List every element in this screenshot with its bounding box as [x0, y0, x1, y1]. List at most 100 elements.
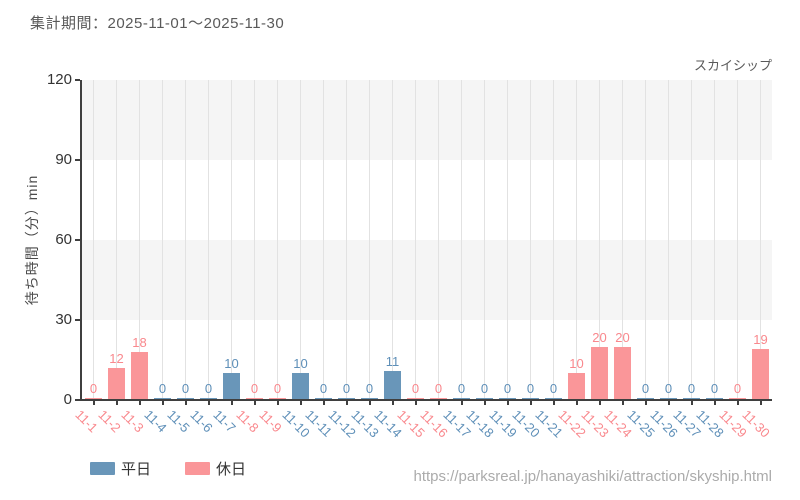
bar-value-label: 0: [89, 380, 98, 396]
x-tick-mark: [368, 401, 371, 405]
bar-value-label: 0: [733, 380, 742, 396]
legend-item-holiday[interactable]: 休日: [185, 458, 246, 479]
bar-11-20: [522, 397, 539, 400]
x-axis-ticks: [82, 401, 772, 406]
bar-value-label: 0: [365, 380, 374, 396]
bar-11-4: [154, 397, 171, 400]
vertical-gridline: [254, 80, 255, 400]
bar-11-13: [361, 397, 378, 400]
vertical-gridline: [668, 80, 669, 400]
vertical-gridline: [323, 80, 324, 400]
x-tick-mark: [414, 401, 417, 405]
bar-11-12: [338, 397, 355, 400]
vertical-gridline: [346, 80, 347, 400]
y-tick-label: 30: [55, 311, 72, 328]
vertical-gridline: [231, 80, 232, 400]
x-tick-mark: [161, 401, 164, 405]
vertical-gridline: [392, 80, 393, 400]
bar-11-29: [729, 397, 746, 400]
x-tick-mark: [115, 401, 118, 405]
x-tick-label: 11-8: [232, 407, 262, 436]
vertical-gridline: [93, 80, 94, 400]
bar-value-label: 10: [293, 356, 308, 372]
vertical-gridline: [714, 80, 715, 400]
x-axis-line: [80, 399, 772, 401]
bar-11-3: [131, 352, 148, 400]
x-tick-mark: [460, 401, 463, 405]
bar-value-label: 0: [273, 380, 282, 396]
x-tick-label: 11-9: [255, 407, 285, 436]
x-tick-mark: [207, 401, 210, 405]
x-tick-mark: [759, 401, 762, 405]
background-band: [82, 240, 772, 320]
x-tick-mark: [92, 401, 95, 405]
vertical-gridline: [553, 80, 554, 400]
x-tick-mark: [667, 401, 670, 405]
y-tick-mark: [75, 399, 80, 401]
bar-11-27: [683, 397, 700, 400]
vertical-gridline: [760, 80, 761, 400]
bar-11-14: [384, 370, 401, 400]
bar-11-5: [177, 397, 194, 400]
y-tick-mark: [75, 239, 80, 241]
x-tick-mark: [713, 401, 716, 405]
x-tick-label: 11-7: [209, 407, 239, 436]
bar-11-24: [614, 346, 631, 400]
plot-area: 0 12 18 0 0 0 10 0 0 10 0 0 0 11 0 0 0 0 0 0 0 10 20 20 0 0 0 0 0 19: [82, 80, 772, 400]
bar-value-label: 0: [526, 380, 535, 396]
vertical-gridline: [484, 80, 485, 400]
chart-period-title: 集計期間：2025-11-01～2025-11-30: [30, 15, 285, 32]
vertical-gridline: [277, 80, 278, 400]
background-band: [82, 320, 772, 400]
vertical-gridline: [576, 80, 577, 400]
x-tick-label: 11-4: [140, 407, 170, 436]
y-tick-mark: [75, 159, 80, 161]
vertical-gridline: [139, 80, 140, 400]
vertical-gridline: [162, 80, 163, 400]
bar-11-10: [292, 373, 309, 400]
bar-11-15: [407, 397, 424, 400]
vertical-gridline: [461, 80, 462, 400]
x-tick-mark: [253, 401, 256, 405]
background-band: [82, 160, 772, 240]
x-tick-mark: [736, 401, 739, 405]
bar-value-label: 0: [181, 380, 190, 396]
background-band: [82, 80, 772, 160]
bar-11-23: [591, 346, 608, 400]
bar-11-2: [108, 368, 125, 400]
bar-value-label: 20: [592, 329, 607, 345]
bar-11-7: [223, 373, 240, 400]
vertical-gridline: [369, 80, 370, 400]
y-axis-line: [80, 80, 82, 401]
vertical-gridline: [622, 80, 623, 400]
x-tick-mark: [230, 401, 233, 405]
vertical-gridline: [116, 80, 117, 400]
bar-value-label: 0: [664, 380, 673, 396]
vertical-gridline: [415, 80, 416, 400]
bar-value-label: 19: [753, 332, 768, 348]
bar-11-22: [568, 373, 585, 400]
vertical-gridline: [438, 80, 439, 400]
x-tick-mark: [529, 401, 532, 405]
vertical-gridline: [507, 80, 508, 400]
x-tick-label: 11-6: [186, 407, 216, 436]
bar-11-9: [269, 397, 286, 400]
x-tick-label: 11-2: [94, 407, 124, 436]
bar-11-19: [499, 397, 516, 400]
y-tick-mark: [75, 79, 80, 81]
y-axis-labels: 0 30 60 90 120: [0, 71, 72, 408]
bar-value-label: 20: [615, 329, 630, 345]
x-tick-label: 11-3: [117, 407, 147, 436]
bar-11-1: [85, 397, 102, 400]
y-tick-label: 60: [55, 231, 72, 248]
x-tick-mark: [184, 401, 187, 405]
legend-item-weekday[interactable]: 平日: [90, 458, 151, 479]
bar-11-11: [315, 397, 332, 400]
bar-value-label: 10: [569, 356, 584, 372]
y-tick-label: 0: [63, 391, 72, 408]
bar-11-30: [752, 349, 769, 400]
vertical-gridline: [737, 80, 738, 400]
x-tick-mark: [437, 401, 440, 405]
bar-11-17: [453, 397, 470, 400]
